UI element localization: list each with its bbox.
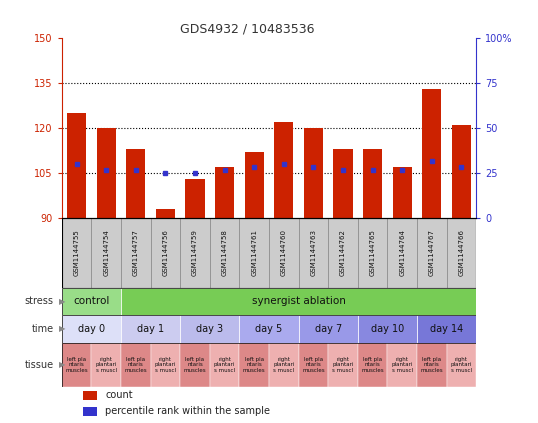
- Text: day 10: day 10: [371, 324, 404, 334]
- Bar: [126, 149, 145, 218]
- Bar: [151, 218, 180, 288]
- Bar: [393, 167, 412, 218]
- Bar: [83, 407, 97, 415]
- Text: left pla
ntaris
muscles: left pla ntaris muscles: [124, 357, 147, 373]
- Bar: [358, 218, 387, 288]
- Text: right
plantari
s muscl: right plantari s muscl: [273, 357, 294, 373]
- Bar: [180, 343, 210, 387]
- Text: GSM1144761: GSM1144761: [251, 229, 257, 276]
- Text: percentile rank within the sample: percentile rank within the sample: [105, 406, 271, 416]
- Bar: [62, 315, 121, 343]
- Text: right
plantari
s muscl: right plantari s muscl: [332, 357, 353, 373]
- Bar: [97, 128, 116, 218]
- Text: GSM1144765: GSM1144765: [370, 229, 376, 276]
- Bar: [358, 315, 417, 343]
- Text: count: count: [105, 390, 133, 400]
- Bar: [328, 218, 358, 288]
- Text: day 5: day 5: [256, 324, 282, 334]
- Text: left pla
ntaris
muscles: left pla ntaris muscles: [65, 357, 88, 373]
- Text: GSM1144760: GSM1144760: [281, 229, 287, 276]
- Bar: [186, 179, 204, 218]
- Text: GSM1144758: GSM1144758: [222, 229, 228, 276]
- Bar: [274, 122, 293, 218]
- Bar: [417, 343, 447, 387]
- Text: ▶: ▶: [59, 360, 66, 369]
- Text: GSM1144764: GSM1144764: [399, 229, 405, 276]
- Bar: [91, 218, 121, 288]
- Text: left pla
ntaris
muscles: left pla ntaris muscles: [183, 357, 207, 373]
- Text: control: control: [73, 297, 110, 306]
- Text: right
plantari
s muscl: right plantari s muscl: [155, 357, 176, 373]
- Bar: [83, 391, 97, 400]
- Text: GSM1144767: GSM1144767: [429, 229, 435, 276]
- Text: GSM1144763: GSM1144763: [310, 229, 316, 276]
- Text: GDS4932 / 10483536: GDS4932 / 10483536: [180, 23, 315, 36]
- Text: right
plantari
s muscl: right plantari s muscl: [214, 357, 235, 373]
- Bar: [245, 152, 264, 218]
- Bar: [121, 218, 151, 288]
- Bar: [91, 343, 121, 387]
- Bar: [358, 343, 387, 387]
- Text: synergist ablation: synergist ablation: [252, 297, 345, 306]
- Text: left pla
ntaris
muscles: left pla ntaris muscles: [302, 357, 325, 373]
- Text: GSM1144762: GSM1144762: [340, 229, 346, 276]
- Text: day 14: day 14: [430, 324, 463, 334]
- Bar: [452, 125, 471, 218]
- Text: GSM1144756: GSM1144756: [162, 229, 168, 276]
- Bar: [121, 288, 476, 315]
- Bar: [239, 315, 299, 343]
- Text: ▶: ▶: [59, 297, 66, 306]
- Bar: [447, 343, 476, 387]
- Bar: [422, 89, 441, 218]
- Bar: [210, 218, 239, 288]
- Text: GSM1144755: GSM1144755: [74, 229, 80, 276]
- Bar: [387, 218, 417, 288]
- Bar: [62, 288, 121, 315]
- Bar: [334, 149, 352, 218]
- Text: day 0: day 0: [78, 324, 105, 334]
- Text: day 1: day 1: [137, 324, 164, 334]
- Bar: [62, 218, 91, 288]
- Bar: [269, 343, 299, 387]
- Bar: [299, 343, 328, 387]
- Bar: [417, 218, 447, 288]
- Bar: [299, 218, 328, 288]
- Text: right
plantari
s muscl: right plantari s muscl: [96, 357, 117, 373]
- Text: right
plantari
s muscl: right plantari s muscl: [451, 357, 472, 373]
- Text: left pla
ntaris
muscles: left pla ntaris muscles: [420, 357, 443, 373]
- Bar: [239, 218, 269, 288]
- Bar: [328, 343, 358, 387]
- Bar: [269, 218, 299, 288]
- Text: tissue: tissue: [25, 360, 54, 370]
- Text: right
plantari
s muscl: right plantari s muscl: [392, 357, 413, 373]
- Bar: [180, 315, 239, 343]
- Bar: [67, 113, 86, 218]
- Text: GSM1144757: GSM1144757: [133, 229, 139, 276]
- Bar: [299, 315, 358, 343]
- Bar: [239, 343, 269, 387]
- Bar: [121, 343, 151, 387]
- Text: GSM1144754: GSM1144754: [103, 229, 109, 276]
- Bar: [363, 149, 382, 218]
- Bar: [156, 209, 175, 218]
- Text: left pla
ntaris
muscles: left pla ntaris muscles: [361, 357, 384, 373]
- Text: left pla
ntaris
muscles: left pla ntaris muscles: [243, 357, 266, 373]
- Text: stress: stress: [25, 297, 54, 306]
- Bar: [210, 343, 239, 387]
- Text: ▶: ▶: [59, 324, 66, 333]
- Bar: [151, 343, 180, 387]
- Bar: [387, 343, 417, 387]
- Bar: [215, 167, 234, 218]
- Text: day 3: day 3: [196, 324, 223, 334]
- Text: time: time: [32, 324, 54, 334]
- Text: GSM1144766: GSM1144766: [458, 229, 464, 276]
- Text: day 7: day 7: [315, 324, 342, 334]
- Bar: [62, 343, 91, 387]
- Bar: [304, 128, 323, 218]
- Bar: [180, 218, 210, 288]
- Bar: [447, 218, 476, 288]
- Bar: [121, 315, 180, 343]
- Bar: [417, 315, 476, 343]
- Text: GSM1144759: GSM1144759: [192, 229, 198, 276]
